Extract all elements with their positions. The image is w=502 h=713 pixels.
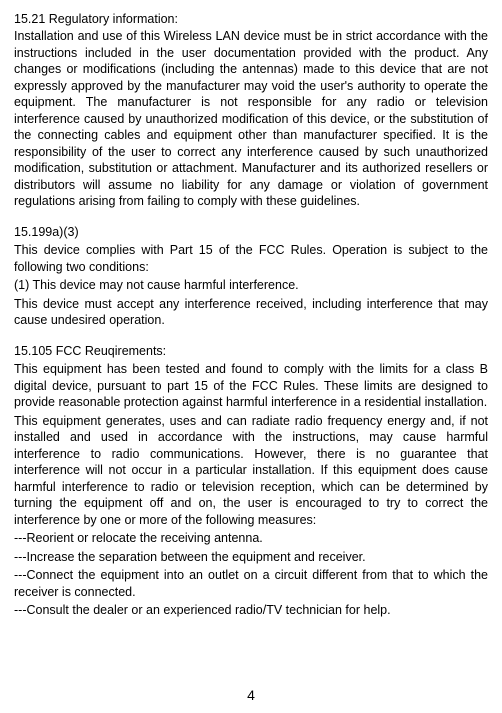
section-3-p2: This equipment generates, uses and can r…: [14, 413, 488, 529]
section-3-p1: This equipment has been tested and found…: [14, 361, 488, 411]
section-1-title: 15.21 Regulatory information:: [14, 12, 488, 26]
section-1-body: Installation and use of this Wireless LA…: [14, 28, 488, 210]
section-3-b3: ---Connect the equipment into an outlet …: [14, 567, 488, 600]
spacer: [14, 331, 488, 343]
section-3-title: 15.105 FCC Reuqirements:: [14, 343, 488, 360]
section-3-b2: ---Increase the separation between the e…: [14, 549, 488, 566]
section-3-b4: ---Consult the dealer or an experienced …: [14, 602, 488, 619]
section-2-p1: This device complies with Part 15 of the…: [14, 242, 488, 275]
spacer: [14, 212, 488, 224]
section-2-title: 15.199a)(3): [14, 224, 488, 241]
section-2-p3: This device must accept any interference…: [14, 296, 488, 329]
page-number: 4: [0, 687, 502, 703]
section-3-b1: ---Reorient or relocate the receiving an…: [14, 530, 488, 547]
section-2-p2: (1) This device may not cause harmful in…: [14, 277, 488, 294]
